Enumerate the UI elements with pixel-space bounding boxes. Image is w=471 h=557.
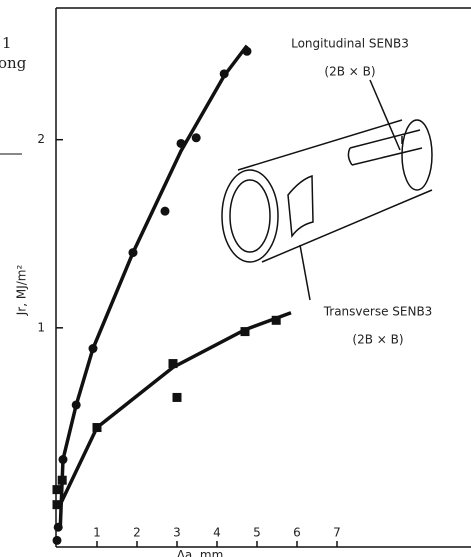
chart: 1 ong Δa, mm Jr, MJ/m² Longitudinal SENB… <box>0 0 471 557</box>
background <box>0 0 471 557</box>
x-tick-label: 1 <box>93 526 101 540</box>
x-tick-label: 2 <box>133 526 141 540</box>
x-tick-label: 7 <box>333 526 341 540</box>
data-point <box>53 536 62 545</box>
x-tick-label: 5 <box>253 526 261 540</box>
x-tick-label: 6 <box>293 526 301 540</box>
annotation: Longitudinal SENB3 <box>291 37 409 51</box>
clipped-text: ong <box>0 54 27 72</box>
x-axis-label: Δa, mm <box>177 548 224 557</box>
x-tick-label: 3 <box>173 526 181 540</box>
y-axis-label: Jr, MJ/m² <box>15 265 29 317</box>
data-point <box>192 133 201 142</box>
x-tick-label: 4 <box>213 526 221 540</box>
data-point <box>161 207 170 216</box>
annotation: Transverse SENB3 <box>323 305 433 319</box>
annotation: (2B × B) <box>352 333 403 347</box>
annotation: (2B × B) <box>324 65 375 79</box>
clipped-text: 1 <box>2 34 12 52</box>
y-tick-label: 1 <box>37 320 45 334</box>
y-tick-label: 2 <box>37 132 45 146</box>
data-point <box>173 393 182 402</box>
